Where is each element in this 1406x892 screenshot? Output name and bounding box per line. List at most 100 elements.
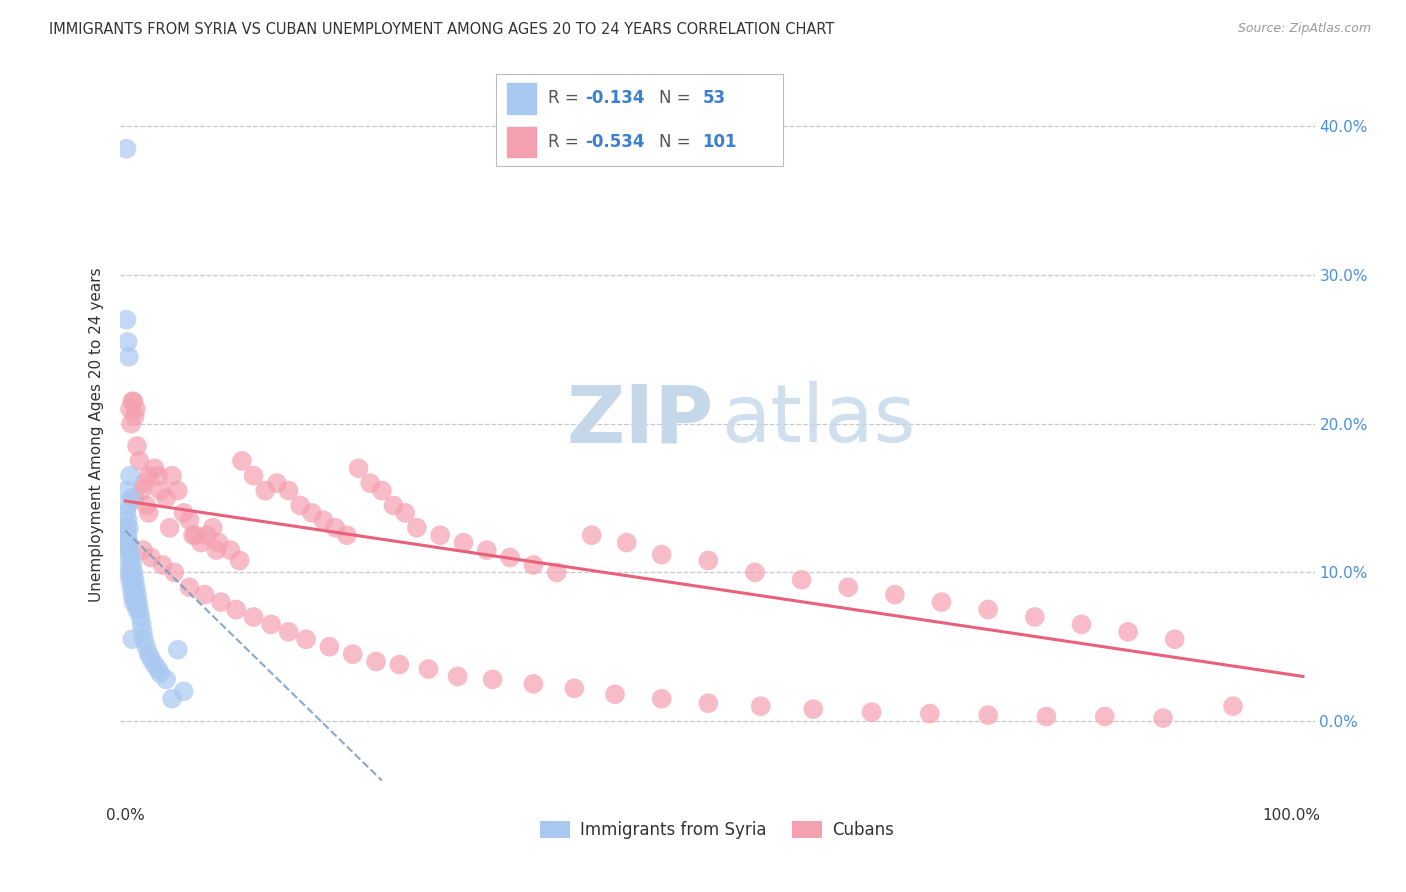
Point [225,602,247,616]
Point [125,580,148,594]
Point [118,535,141,549]
Point [166,642,188,657]
Point [155,673,177,687]
Point [801,702,824,716]
Point [115,521,138,535]
Point [277,483,299,498]
Point [388,657,411,672]
Point [117,513,139,527]
Point [453,535,475,549]
Point [152,558,174,572]
Point [382,499,405,513]
Point [146,468,169,483]
Point [231,454,253,468]
Point [1116,624,1139,639]
Point [744,566,766,580]
Point [146,662,169,676]
Point [163,566,186,580]
Point [166,483,188,498]
Point [149,666,172,681]
Point [651,691,673,706]
Point [931,595,953,609]
Point [115,312,138,326]
Point [160,691,183,706]
Point [173,684,195,698]
Point [481,673,503,687]
Point [266,476,288,491]
Point [118,401,141,416]
Point [336,528,359,542]
Point [121,573,143,587]
Point [1222,699,1244,714]
Point [290,499,312,513]
Text: atlas: atlas [721,381,915,459]
Point [139,550,162,565]
Point [883,588,905,602]
Point [115,142,138,156]
Point [228,553,250,567]
Point [118,573,141,587]
Point [323,521,346,535]
Point [127,595,149,609]
Point [418,662,440,676]
Point [125,439,148,453]
Point [125,595,148,609]
Point [132,476,155,491]
Point [790,573,813,587]
Point [209,595,232,609]
Point [138,468,160,483]
Point [124,588,146,602]
Point [837,580,859,594]
Point [128,602,150,616]
Point [364,655,387,669]
Point [277,624,299,639]
Point [179,580,201,594]
Point [312,513,335,527]
Point [138,506,160,520]
Point [918,706,941,721]
Point [318,640,340,654]
Point [394,506,416,520]
Point [131,483,153,498]
Point [124,491,146,505]
Point [977,602,1000,616]
Point [173,506,195,520]
Point [429,528,451,542]
Point [1094,709,1116,723]
Point [121,588,143,602]
Point [1035,709,1057,723]
Point [546,566,568,580]
Point [616,535,638,549]
Point [347,461,370,475]
Point [118,543,141,558]
Point [120,417,142,431]
Point [118,468,141,483]
Point [122,595,145,609]
Point [860,705,883,719]
Point [143,657,166,672]
Point [120,566,142,580]
Point [131,617,153,632]
Point [205,543,228,558]
Point [1024,610,1046,624]
Point [132,624,155,639]
Point [1070,617,1092,632]
Point [242,468,264,483]
Point [1163,632,1185,647]
Text: IMMIGRANTS FROM SYRIA VS CUBAN UNEMPLOYMENT AMONG AGES 20 TO 24 YEARS CORRELATIO: IMMIGRANTS FROM SYRIA VS CUBAN UNEMPLOYM… [49,22,835,37]
Point [179,513,201,527]
Point [125,602,148,616]
Point [651,548,673,562]
Text: Source: ZipAtlas.com: Source: ZipAtlas.com [1237,22,1371,36]
Point [405,521,427,535]
Point [301,506,323,520]
Point [135,499,157,513]
Point [129,610,152,624]
Point [207,535,229,549]
Point [749,699,772,714]
Point [122,580,145,594]
Point [122,566,145,580]
Point [219,543,242,558]
Point [603,687,626,701]
Point [122,394,145,409]
